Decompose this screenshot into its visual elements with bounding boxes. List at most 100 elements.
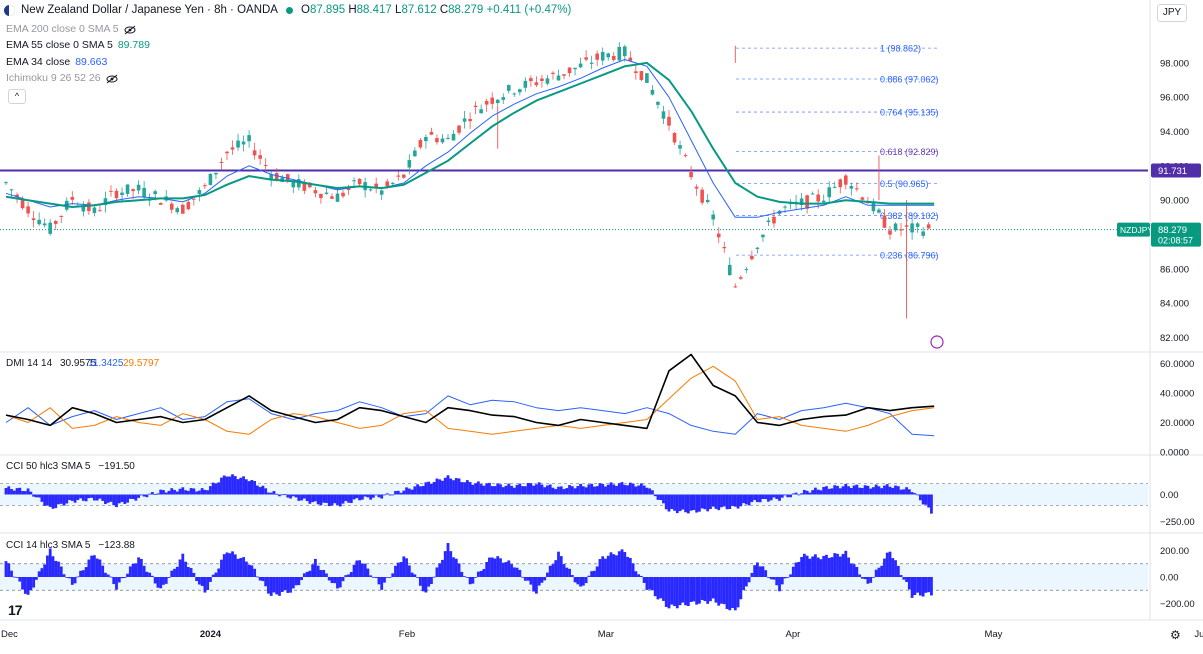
cci50-bar (231, 474, 234, 495)
cci14-bar (280, 577, 284, 593)
cci14-bar (540, 577, 544, 583)
cci50-bar (888, 486, 892, 495)
cci14-bar (432, 576, 436, 578)
tradingview-logo-icon[interactable]: 17 (8, 602, 23, 618)
cci50-bar (360, 494, 364, 500)
cci50-bar (559, 486, 563, 495)
cci14-bar (888, 551, 892, 577)
cci50-bar (164, 492, 168, 495)
candle-body (291, 180, 296, 188)
cci50-bar (775, 494, 779, 499)
cci14-bar (186, 566, 190, 577)
settings-gear-icon[interactable]: ⚙ (1170, 628, 1181, 642)
candle-body (645, 73, 649, 83)
symbol-title[interactable]: New Zealand Dollar / Japanese Yen · 8h ·… (21, 4, 278, 16)
cci50-bar (576, 486, 580, 495)
candle-body (739, 277, 743, 279)
cci50-bar (413, 486, 417, 495)
cci50-bar (255, 485, 259, 495)
cci50-bar (366, 494, 370, 498)
cci14-bar (529, 577, 533, 585)
candle-body (473, 105, 478, 108)
cci50-bar (891, 487, 895, 495)
candle-body (297, 179, 301, 188)
cci14-bar (93, 555, 96, 577)
cci14-bar (269, 577, 273, 596)
cci14-bar (57, 561, 60, 577)
cci50-bar (855, 484, 859, 495)
cci14-bar (659, 577, 663, 599)
legend-ema200[interactable]: EMA 200 close 0 SMA 5 (6, 23, 136, 36)
cci14-bar (457, 563, 461, 577)
cci50-bar (551, 487, 555, 495)
candle-body (816, 194, 820, 202)
cci14-bar (573, 577, 577, 583)
cci14-bar (684, 577, 687, 606)
cci50-bar (203, 489, 207, 495)
cci14-bar (725, 577, 729, 609)
cci14-bar (65, 577, 69, 578)
cci14-bar (286, 577, 290, 593)
candle-body (81, 206, 86, 212)
cci50-bar (722, 494, 726, 507)
cci14-bar (62, 574, 66, 577)
hidden-eye-icon[interactable] (106, 74, 118, 84)
cci14-bar (855, 567, 859, 577)
legend-ema34[interactable]: EMA 34 close 89.663 (6, 56, 107, 69)
cci14-bar (283, 577, 287, 591)
cci14-bar (739, 577, 743, 600)
time-tick-label: Apr (786, 629, 801, 640)
candle-body (9, 189, 14, 191)
cci14-bar (562, 564, 566, 577)
cci14-bar (662, 577, 665, 601)
cci14-bar (449, 551, 453, 577)
candle-body (103, 198, 108, 206)
cci50-bar (783, 494, 787, 496)
cci14-legend-label: CCI 14 hlc3 SMA 5 (6, 540, 91, 551)
cci14-bar (778, 577, 781, 592)
cci50-bar (808, 492, 812, 495)
candle-body (247, 135, 251, 142)
candle-body (241, 141, 246, 145)
cci14-bar (742, 577, 745, 591)
cci50-bar (421, 486, 425, 495)
cci50-bar (156, 493, 160, 495)
cci50-bar (244, 479, 248, 495)
candle-body (921, 231, 925, 236)
cci14-bar (874, 569, 878, 577)
cci14-bar (43, 564, 47, 577)
cci50-bar (758, 494, 762, 503)
cci14-bar (327, 577, 331, 581)
cci14-bar (416, 577, 420, 578)
cci50-bar (869, 488, 873, 495)
cci50-bar (446, 475, 450, 495)
cci14-bar (910, 577, 914, 598)
cci50-bar (432, 481, 436, 495)
cci14-bar (816, 557, 820, 577)
cci50-bar (521, 486, 524, 495)
cci50-bar (93, 494, 96, 501)
cci50-bar (523, 486, 527, 495)
cci50-bar (70, 494, 74, 501)
currency-button[interactable]: JPY (1157, 4, 1187, 22)
cci14-bar (10, 570, 13, 577)
cci50-bar (181, 487, 185, 495)
candle-body (197, 190, 202, 194)
cci50-bar (568, 485, 571, 495)
cci50-bar (258, 487, 262, 495)
candle-body (617, 46, 622, 61)
cci14-bar (217, 568, 221, 577)
cci50-bar (526, 483, 530, 495)
legend-ema55[interactable]: EMA 55 close 0 SMA 5 89.789 (6, 39, 150, 52)
candle-body (31, 218, 36, 221)
legend-ichimoku[interactable]: Ichimoku 9 26 52 26 (6, 72, 118, 85)
candle-body (42, 223, 47, 226)
hidden-eye-icon[interactable] (124, 25, 136, 35)
cci14-bar (789, 574, 792, 577)
cci50-bar (330, 494, 334, 506)
cci14-bar (775, 577, 779, 586)
cci14-bar (333, 577, 337, 584)
collapse-legend-button[interactable]: ^ (8, 89, 26, 104)
cci50-bar (695, 494, 699, 513)
